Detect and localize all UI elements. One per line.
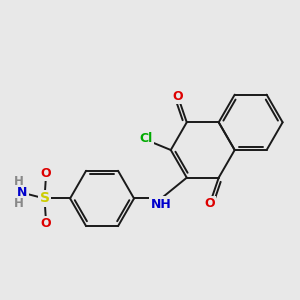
Text: H: H	[14, 197, 23, 210]
Text: O: O	[205, 197, 215, 210]
Text: S: S	[40, 191, 50, 206]
Text: O: O	[172, 90, 183, 103]
Text: H: H	[14, 175, 23, 188]
Text: O: O	[41, 217, 51, 230]
Text: O: O	[41, 167, 51, 180]
Text: NH: NH	[151, 198, 172, 211]
Text: Cl: Cl	[139, 132, 152, 145]
Text: N: N	[17, 186, 27, 199]
